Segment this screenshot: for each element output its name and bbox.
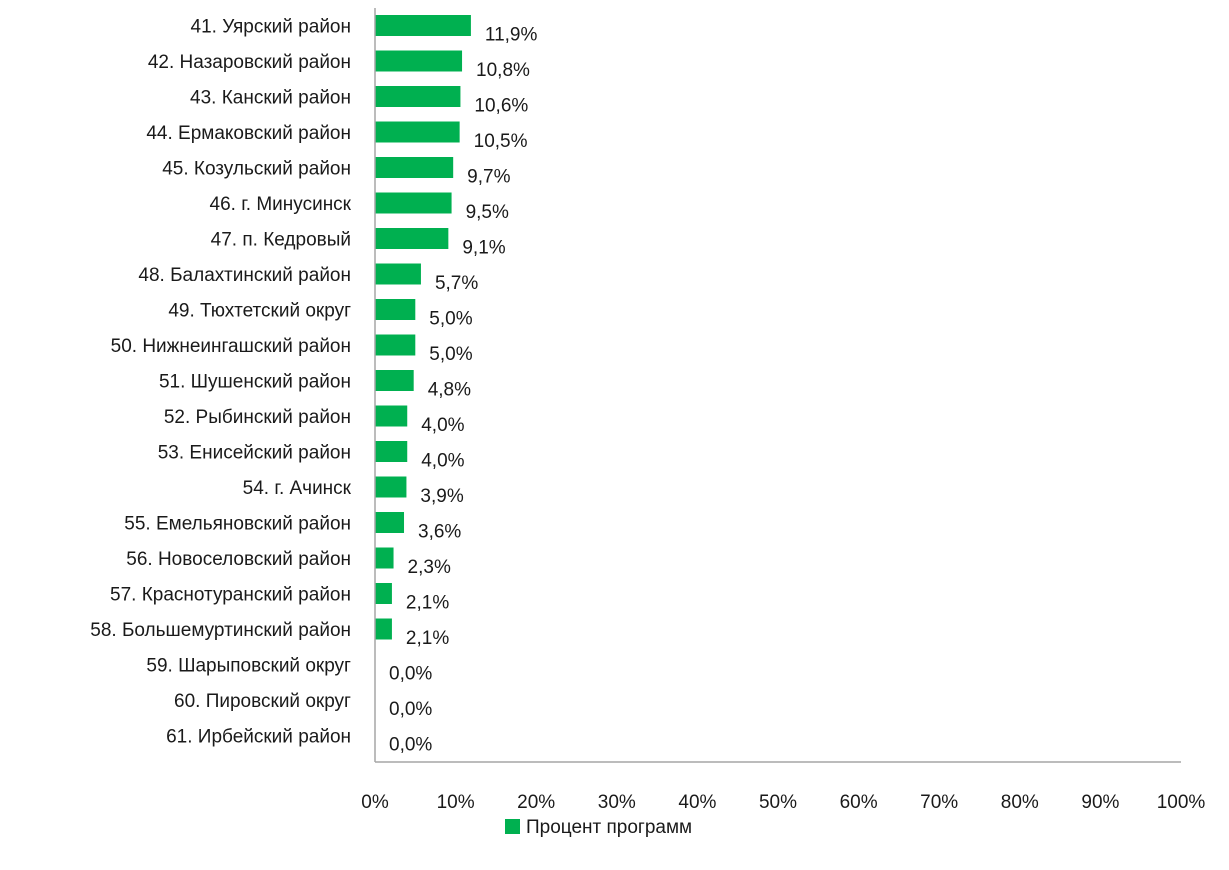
bar <box>375 192 452 214</box>
bar <box>375 370 414 391</box>
data-label: 10,5% <box>474 131 528 152</box>
category-labels-group: 41. Уярский район 42. Назаровский район 43… <box>90 17 351 748</box>
bar <box>375 334 416 356</box>
data-label: 0,0% <box>389 735 432 756</box>
bar <box>375 228 449 249</box>
data-labels-group: 11,9% 10,8% 10,6% 10,5% 9,7% 9,5% 9,1% 5,7% 5,0%… <box>389 25 537 756</box>
x-tick-label: 50% <box>759 792 797 813</box>
bar <box>375 405 408 427</box>
category-label: 50. Нижнеингашский район <box>111 336 351 357</box>
x-tick-label: 80% <box>1001 792 1039 813</box>
category-label: 55. Емельяновский район <box>124 514 351 535</box>
category-label: 41. Уярский район <box>191 17 351 38</box>
data-label: 11,9% <box>485 25 538 46</box>
bar <box>375 263 421 285</box>
bar <box>375 476 407 498</box>
bar <box>375 50 463 72</box>
data-label: 4,8% <box>428 380 471 401</box>
category-label: 54. г. Ачинск <box>243 478 352 499</box>
data-label: 4,0% <box>421 451 464 472</box>
data-label: 5,0% <box>429 309 472 330</box>
bar <box>375 547 394 569</box>
x-tick-label: 60% <box>840 792 878 813</box>
bar <box>375 121 460 143</box>
category-label: 46. г. Минусинск <box>210 194 352 215</box>
data-label: 0,0% <box>389 664 432 685</box>
data-label: 9,5% <box>466 202 509 223</box>
data-label: 4,0% <box>421 415 464 436</box>
category-label: 56. Новоселовский район <box>126 549 351 570</box>
category-label: 47. п. Кедровый <box>211 230 351 251</box>
x-tick-label: 0% <box>361 792 389 813</box>
data-label: 5,7% <box>435 273 478 294</box>
bar <box>375 157 454 178</box>
data-label: 3,9% <box>420 486 463 507</box>
category-label: 43. Канский район <box>190 88 351 109</box>
x-tick-label: 40% <box>678 792 716 813</box>
bar <box>375 618 392 640</box>
category-label: 48. Балахтинский район <box>138 265 351 286</box>
x-tick-label: 90% <box>1081 792 1119 813</box>
data-label: 3,6% <box>418 522 461 543</box>
x-tick-label: 100% <box>1157 792 1206 813</box>
data-label: 9,7% <box>467 167 510 188</box>
category-label: 49. Тюхтетский округ <box>168 301 351 322</box>
legend-label: Процент программ <box>526 817 692 838</box>
data-label: 2,1% <box>406 593 449 614</box>
category-label: 60. Пировский округ <box>174 691 351 712</box>
category-label: 52. Рыбинский район <box>164 407 351 428</box>
category-label: 57. Краснотуранский район <box>110 585 351 606</box>
data-label: 10,6% <box>474 96 528 117</box>
category-label: 44. Ермаковский район <box>146 123 351 144</box>
x-tick-label: 70% <box>920 792 958 813</box>
x-tick-label: 30% <box>598 792 636 813</box>
data-label: 2,3% <box>408 557 451 578</box>
category-label: 45. Козульский район <box>162 159 351 180</box>
bar <box>375 86 461 107</box>
x-tick-label: 10% <box>437 792 475 813</box>
x-tick-label: 20% <box>517 792 555 813</box>
data-label: 0,0% <box>389 699 432 720</box>
data-label: 2,1% <box>406 628 449 649</box>
bar <box>375 299 416 320</box>
bar <box>375 512 405 533</box>
bar <box>375 15 471 36</box>
legend-swatch <box>505 819 520 834</box>
x-tick-labels-group: 0% 10% 20% 30% 40% 50% 60% 70% 80% 90% 100% <box>361 792 1205 813</box>
category-label: 53. Енисейский район <box>158 443 351 464</box>
data-label: 5,0% <box>429 344 472 365</box>
bar <box>375 583 392 604</box>
data-label: 10,8% <box>476 60 530 81</box>
bars-group <box>375 15 471 640</box>
category-label: 51. Шушенский район <box>159 372 351 393</box>
legend: Процент программ <box>505 817 692 838</box>
category-label: 58. Большемуртинский район <box>90 620 351 641</box>
bar <box>375 441 408 462</box>
category-label: 59. Шарыповский округ <box>146 656 351 677</box>
category-label: 61. Ирбейский район <box>166 727 351 748</box>
data-label: 9,1% <box>462 238 505 259</box>
category-label: 42. Назаровский район <box>148 52 351 73</box>
